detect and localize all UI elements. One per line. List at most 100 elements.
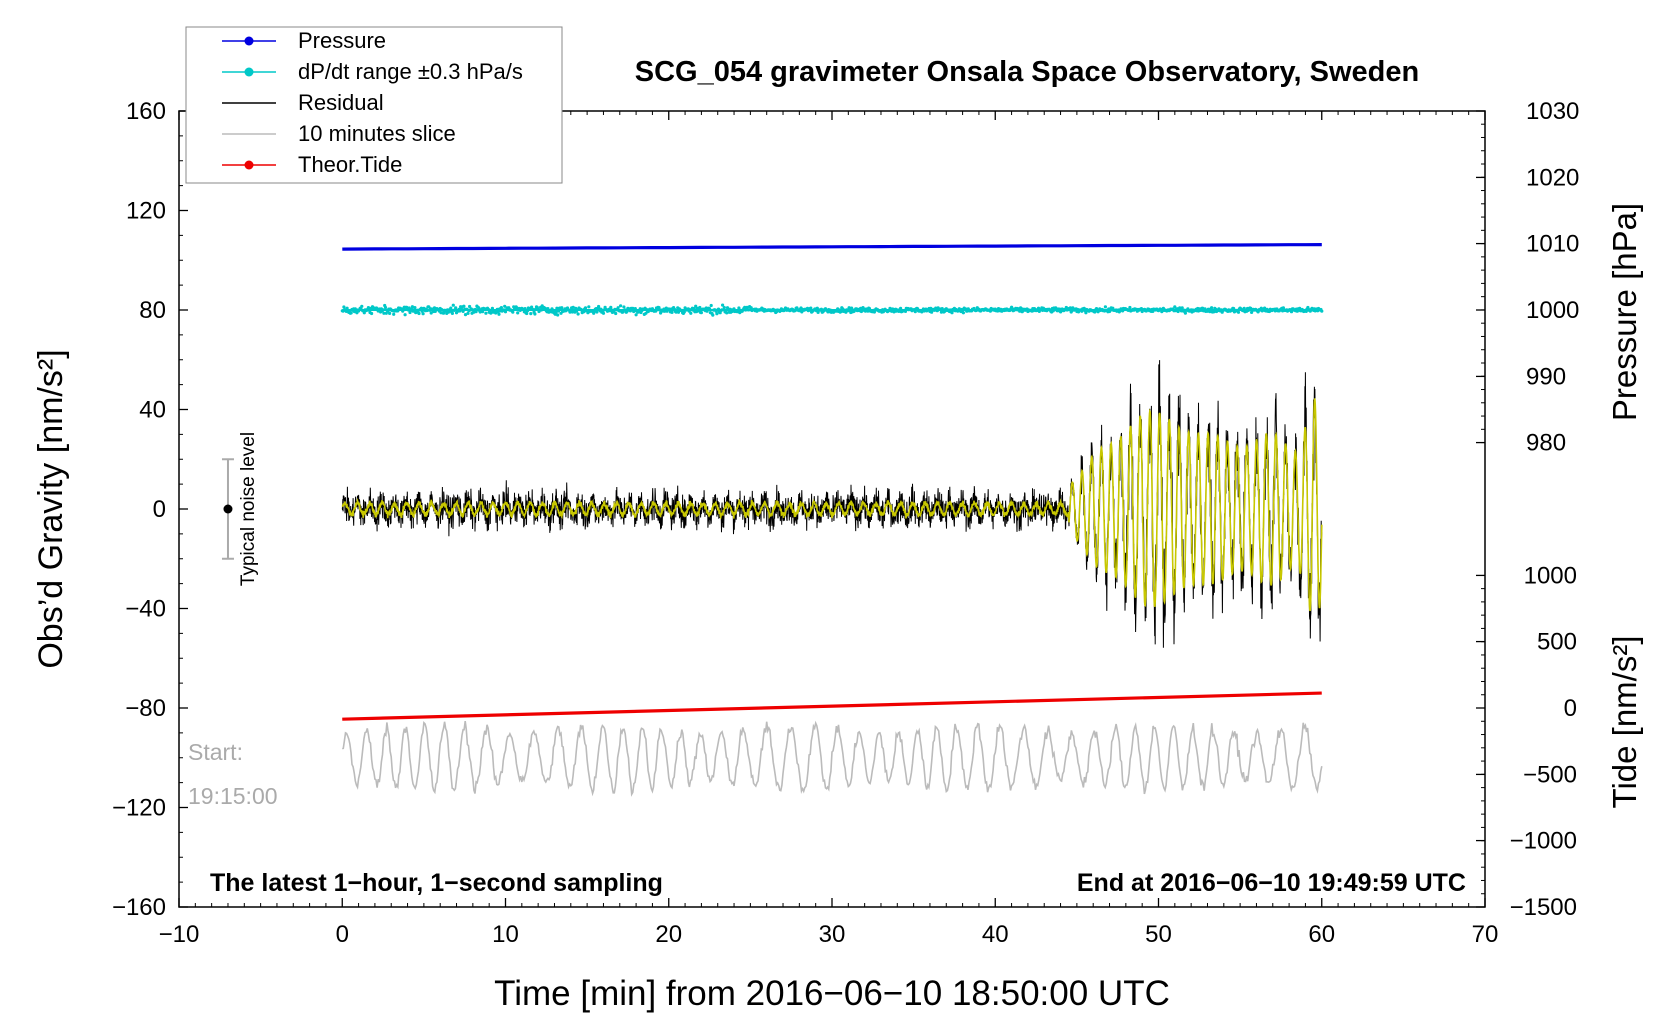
dpdt-point [503, 304, 507, 308]
dpdt-point [725, 311, 729, 315]
dpdt-point [1068, 306, 1072, 310]
series-layer [340, 243, 1324, 797]
start-time-label: 19:15:00 [188, 783, 278, 809]
dpdt-point [737, 306, 741, 310]
dpdt-point [1128, 305, 1132, 310]
dpdt-point [622, 305, 626, 309]
dpdt-point [349, 311, 353, 315]
dpdt-point [407, 306, 411, 310]
dpdt-point [583, 306, 588, 310]
dpdt-point [342, 305, 346, 309]
y-axis-label-pressure: Pressure [hPa] [1606, 203, 1643, 421]
tide-tick-label: 500 [1537, 629, 1577, 656]
dpdt-point [449, 306, 453, 310]
x-tick-label: 70 [1472, 921, 1499, 948]
legend: Pressure dP/dt range ±0.3 hPa/s Residual 10… [185, 26, 563, 184]
y-tick-label: 40 [139, 397, 166, 424]
dpdt-point [554, 310, 558, 314]
dpdt-point [499, 306, 503, 310]
tide-tick-label: 1000 [1524, 562, 1577, 589]
dpdt-point [477, 306, 481, 310]
dpdt-point [388, 311, 392, 315]
dpdt-point [360, 304, 364, 308]
dpdt-point [525, 311, 529, 316]
dpdt-point [689, 311, 693, 315]
dpdt-point [711, 313, 715, 317]
dpdt-point [670, 310, 674, 314]
pressure-tick-label: 980 [1526, 430, 1566, 457]
dpdt-point [560, 306, 564, 310]
dpdt-point [571, 305, 575, 309]
y-tick-label: −160 [112, 894, 166, 921]
dpdt-point [454, 306, 458, 310]
dpdt-point [609, 305, 613, 309]
chart-title: SCG_054 gravimeter Onsala Space Observat… [635, 56, 1419, 88]
dpdt-series [340, 303, 1324, 317]
x-tick-label: 0 [336, 921, 349, 948]
dpdt-point [410, 305, 414, 309]
dpdt-point [441, 311, 446, 315]
dpdt-point [516, 311, 520, 315]
dpdt-point [413, 306, 417, 310]
dpdt-point [417, 311, 421, 316]
dpdt-point [614, 311, 618, 316]
dpdt-point [466, 311, 470, 315]
dpdt-point [462, 304, 466, 308]
dpdt-point [497, 312, 501, 316]
dpdt-point [392, 312, 396, 316]
legend-marker [244, 67, 254, 77]
pressure-tick-label: 1030 [1526, 98, 1579, 125]
dpdt-point [382, 311, 386, 315]
y-tick-label: −80 [125, 695, 166, 722]
pressure-tick-label: 1010 [1526, 231, 1579, 258]
dpdt-point [715, 312, 719, 316]
bottom-right-note: End at 2016−06−10 19:49:59 UTC [1077, 869, 1466, 897]
dpdt-point [529, 312, 533, 316]
dpdt-point [950, 311, 954, 315]
noise-bar-dot [223, 504, 233, 514]
noise-level-indicator: Typical noise level [221, 432, 259, 586]
x-tick-label: 30 [819, 921, 846, 948]
legend-label: Residual [298, 90, 384, 115]
dpdt-point [659, 311, 663, 315]
tide-series-line [342, 691, 1322, 721]
x-tick-label: 10 [492, 921, 519, 948]
start-label: Start: [188, 739, 243, 765]
dpdt-point [451, 303, 455, 307]
dpdt-point [1210, 306, 1214, 310]
dpdt-point [421, 312, 425, 316]
legend-label: Theor.Tide [298, 152, 402, 177]
dpdt-point [743, 305, 747, 309]
legend-label: 10 minutes slice [298, 121, 456, 146]
dpdt-point [1263, 306, 1267, 310]
dpdt-point [809, 306, 813, 310]
y-tick-label: −120 [112, 795, 166, 822]
y-tick-label: 160 [126, 98, 166, 125]
dpdt-point [383, 305, 388, 310]
x-axis: −10 0 10 20 30 40 50 60 70 [159, 111, 1499, 948]
pressure-tick-label: 1000 [1526, 297, 1579, 324]
dpdt-point [709, 303, 713, 308]
y-tick-label: −40 [125, 596, 166, 623]
dpdt-point [403, 313, 407, 317]
dpdt-point [721, 303, 725, 307]
y-tick-label: 80 [139, 297, 166, 324]
x-axis-label: Time [min] from 2016−06−10 18:50:00 UTC [494, 974, 1170, 1013]
x-tick-label: 50 [1145, 921, 1172, 948]
dpdt-point [961, 311, 966, 315]
pressure-series-line [342, 243, 1322, 251]
tide-tick-label: −1000 [1510, 828, 1577, 855]
dpdt-point [1183, 311, 1187, 315]
x-tick-label: 40 [982, 921, 1009, 948]
dpdt-point [694, 304, 698, 308]
x-tick-label: 20 [655, 921, 682, 948]
y-tick-label: 120 [126, 198, 166, 225]
dpdt-point [511, 310, 515, 314]
filtered-series-line [341, 398, 1323, 612]
dpdt-point [619, 304, 623, 308]
tide-tick-label: −1500 [1510, 894, 1577, 921]
dpdt-point [616, 306, 620, 310]
dpdt-point [370, 311, 374, 316]
dpdt-point [745, 305, 749, 309]
